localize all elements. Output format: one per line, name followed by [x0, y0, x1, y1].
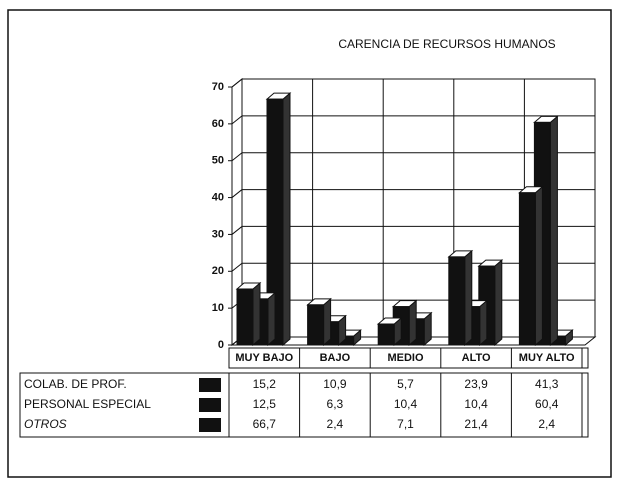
- value-label: 23,9: [464, 377, 488, 391]
- bar-side: [267, 291, 276, 347]
- bar-side: [408, 299, 417, 347]
- y-tick-label: 40: [212, 191, 224, 203]
- y-tick-label: 20: [212, 265, 224, 277]
- bar-side: [479, 299, 488, 347]
- y-tick-label: 50: [212, 155, 224, 167]
- legend-label: COLAB. DE PROF.: [24, 377, 127, 391]
- value-label: 10,4: [394, 397, 418, 411]
- value-label: 5,7: [397, 377, 414, 391]
- value-label: 7,1: [397, 417, 414, 431]
- value-label: 6,3: [327, 397, 344, 411]
- bar-side: [464, 249, 473, 347]
- y-tick-label: 60: [212, 118, 224, 130]
- grid-line: [231, 189, 243, 198]
- bar-side: [549, 115, 558, 347]
- table-box: [19, 372, 589, 438]
- grid-line: [231, 152, 243, 162]
- y-tick-label: 0: [218, 339, 224, 351]
- value-label: 41,3: [535, 377, 559, 391]
- value-label: 66,7: [253, 417, 277, 431]
- bar-side: [534, 185, 543, 347]
- bar-side: [323, 297, 332, 347]
- x-tick-label: MEDIO: [387, 352, 424, 364]
- bar: [518, 192, 536, 346]
- bar: [236, 288, 254, 346]
- value-label: 15,2: [253, 377, 277, 391]
- bar: [377, 323, 395, 346]
- chart-title: CARENCIA DE RECURSOS HUMANOS: [338, 37, 555, 51]
- value-label: 10,9: [323, 377, 347, 391]
- bar-side: [252, 281, 261, 347]
- value-label: 2,4: [327, 417, 344, 431]
- grid-line: [231, 262, 243, 272]
- value-label: 2,4: [538, 417, 555, 431]
- legend-swatch: [199, 418, 221, 432]
- bar: [448, 256, 466, 346]
- bar-side: [494, 259, 503, 347]
- y-tick-label: 30: [212, 228, 224, 240]
- grid-line: [231, 226, 243, 235]
- x-tick-label: MUY ALTO: [519, 352, 575, 364]
- value-label: 21,4: [464, 417, 488, 431]
- legend-label: PERSONAL ESPECIAL: [24, 397, 151, 411]
- y-tick-label: 10: [212, 302, 224, 314]
- legend-swatch: [199, 378, 221, 392]
- grid-line: [231, 115, 243, 125]
- value-label: 10,4: [464, 397, 488, 411]
- legend-label: OTROS: [24, 417, 67, 431]
- bar: [266, 98, 284, 346]
- x-tick-label: BAJO: [320, 352, 351, 364]
- grid-line: [231, 78, 243, 88]
- y-tick-label: 70: [212, 81, 224, 93]
- x-tick-label: ALTO: [462, 352, 491, 364]
- value-label: 60,4: [535, 397, 559, 411]
- bar: [307, 304, 325, 346]
- legend-swatch: [199, 398, 221, 412]
- bar-side: [282, 92, 291, 347]
- x-tick-label: MUY BAJO: [235, 352, 293, 364]
- value-label: 12,5: [253, 397, 277, 411]
- frame: [7, 9, 612, 478]
